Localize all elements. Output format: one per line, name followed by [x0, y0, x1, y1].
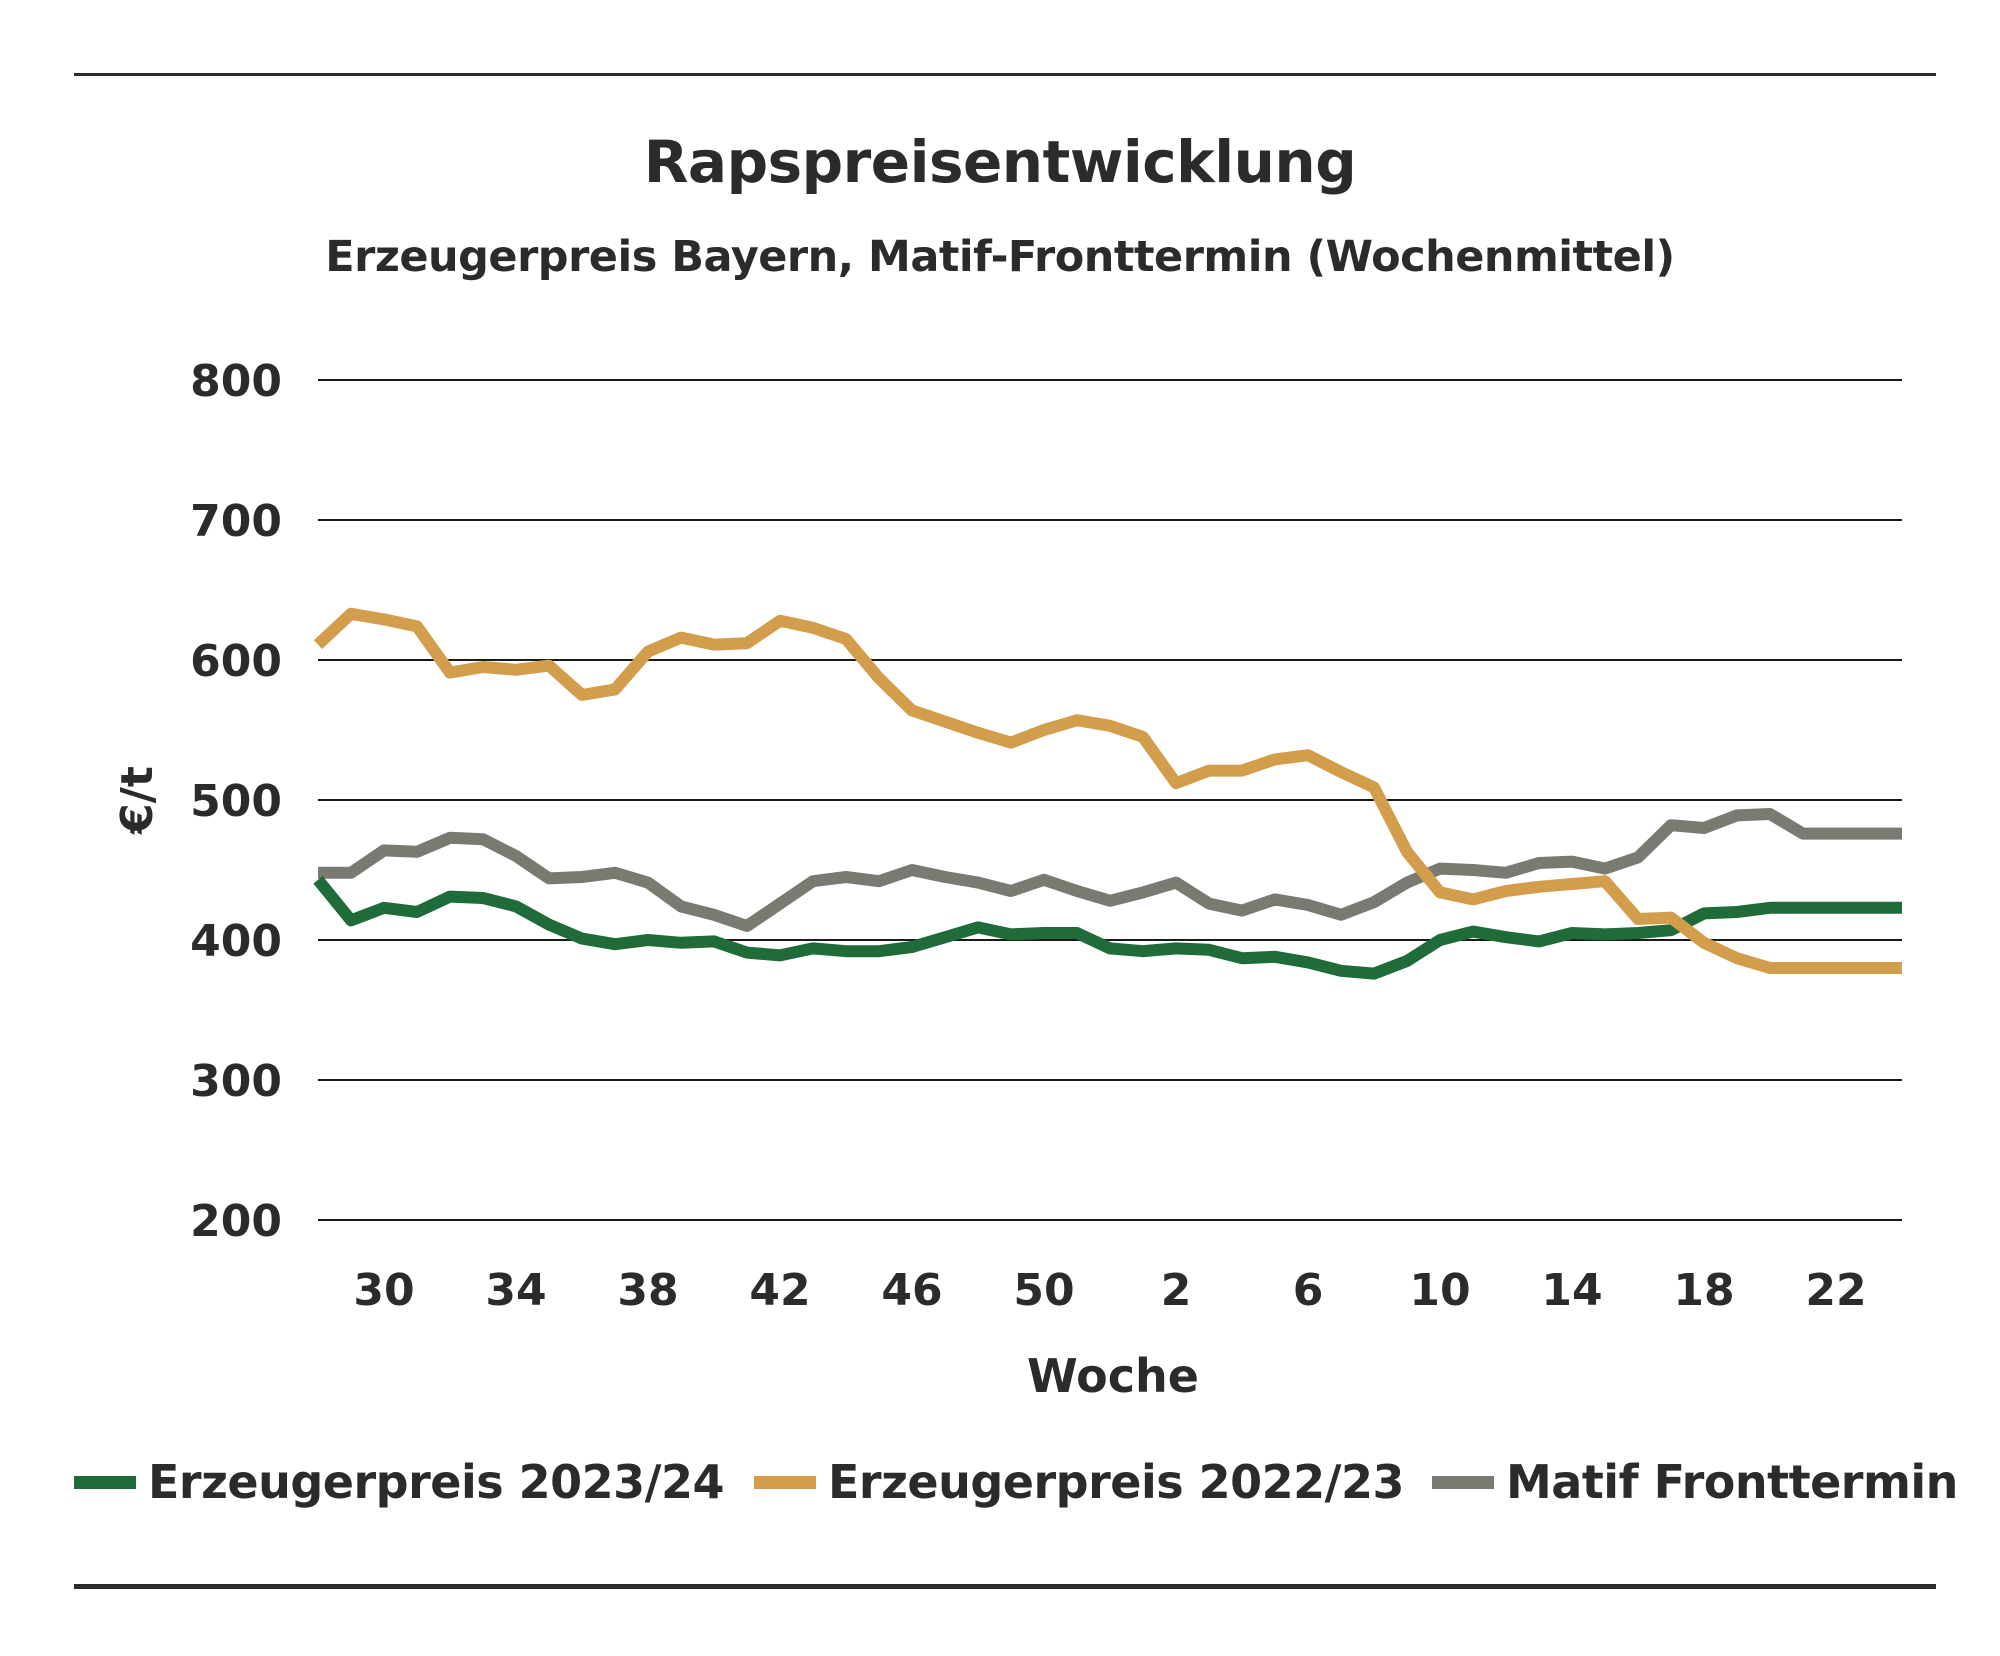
legend-label: Erzeugerpreis 2023/24: [148, 1455, 724, 1509]
x-tick-label: 10: [1409, 1265, 1470, 1316]
series-line-erzeuger-2022-23: [313, 607, 1902, 974]
y-tick-label: 700: [190, 496, 282, 547]
line-chart: 800 700 600 500 400 300 200 30 34 38 42 46 50 2 6 10 14…: [112, 356, 1902, 1403]
y-tick-label: 400: [190, 916, 282, 967]
series-line-erzeuger-2023-24: [313, 876, 1902, 980]
x-tick-label: 2: [1161, 1265, 1192, 1316]
x-tick-label: 30: [353, 1265, 414, 1316]
legend-item-erzeuger-2023-24: Erzeugerpreis 2023/24: [74, 1455, 724, 1509]
x-tick-label: 22: [1805, 1265, 1866, 1316]
x-tick-label: 50: [1013, 1265, 1074, 1316]
legend-item-matif: Matif Fronttermin: [1432, 1455, 1958, 1509]
y-axis-label: €/t: [112, 766, 163, 835]
chart-subtitle: Erzeugerpreis Bayern, Matif-Fronttermin …: [325, 232, 1675, 282]
legend-label: Erzeugerpreis 2022/23: [828, 1455, 1404, 1509]
gridlines: [318, 379, 1902, 1221]
top-rule: [74, 73, 1936, 76]
series-line-matif: [318, 808, 1902, 932]
y-tick-label: 200: [190, 1196, 282, 1247]
legend-label: Matif Fronttermin: [1506, 1455, 1958, 1509]
legend: Erzeugerpreis 2023/24 Erzeugerpreis 2022…: [74, 1455, 1958, 1525]
legend-swatch-erzeuger-2022-23: [754, 1475, 816, 1489]
x-tick-label: 38: [617, 1265, 678, 1316]
bottom-rule: [74, 1584, 1936, 1589]
y-tick-label: 500: [190, 776, 282, 827]
legend-item-erzeuger-2022-23: Erzeugerpreis 2022/23: [754, 1455, 1404, 1509]
x-axis-label: Woche: [1027, 1349, 1199, 1403]
x-tick-label: 14: [1541, 1265, 1602, 1316]
x-axis-ticks: 30 34 38 42 46 50 2 6 10 14 18 22: [353, 1265, 1866, 1316]
legend-swatch-erzeuger-2023-24: [74, 1475, 136, 1489]
x-tick-label: 46: [881, 1265, 942, 1316]
y-tick-label: 300: [190, 1056, 282, 1107]
y-axis-ticks: 800 700 600 500 400 300 200: [190, 356, 282, 1247]
y-tick-label: 600: [190, 636, 282, 687]
chart-title: Rapspreisentwicklung: [643, 128, 1357, 196]
x-tick-label: 18: [1673, 1265, 1734, 1316]
legend-swatch-matif: [1432, 1475, 1494, 1489]
x-tick-label: 34: [485, 1265, 546, 1316]
y-tick-label: 800: [190, 356, 282, 407]
series-lines: [313, 607, 1902, 980]
x-tick-label: 6: [1293, 1265, 1324, 1316]
x-tick-label: 42: [749, 1265, 810, 1316]
